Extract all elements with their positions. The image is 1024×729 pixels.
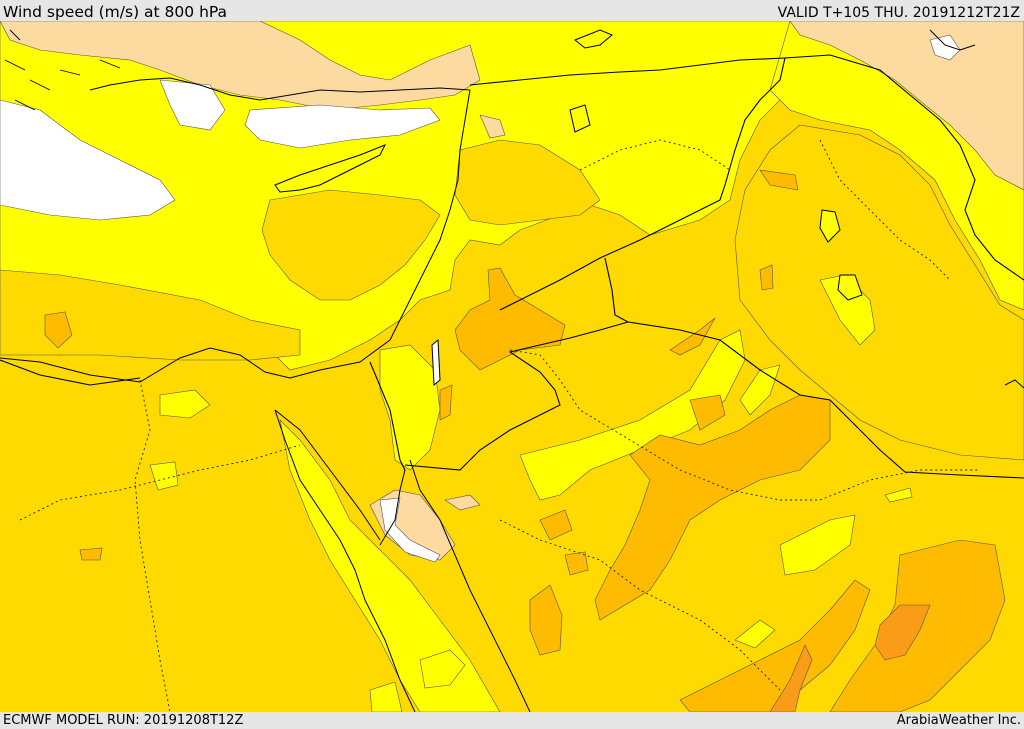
yellow-patch-east-2 — [779, 514, 856, 576]
yellow-patch-south — [419, 649, 466, 689]
internal-border-5 — [134, 379, 171, 712]
white-patch-caspian — [929, 34, 961, 61]
model-run-label: ECMWF MODEL RUN: 20191208T12Z — [3, 713, 244, 728]
persian-gulf-coast — [1004, 379, 1024, 389]
yellow-band-jordan — [379, 344, 441, 471]
coast-red-sea-east — [409, 459, 531, 712]
yellow-band-arabia — [519, 329, 746, 501]
coast-gulf-suez — [274, 409, 381, 541]
orange-region-southeast — [874, 604, 931, 661]
yellow-patch-east-4 — [884, 487, 913, 503]
white-region-west — [0, 99, 176, 221]
lake-3 — [569, 104, 591, 133]
lake-4 — [574, 29, 613, 49]
internal-border-4 — [499, 519, 781, 691]
yellow-patch-south-2 — [369, 681, 403, 712]
amber-patch-2 — [539, 509, 573, 541]
coast-red-sea-west — [274, 409, 416, 712]
valid-time: VALID T+105 THU. 20191212T21Z — [777, 5, 1020, 21]
white-region-anatolia — [244, 104, 441, 149]
internal-border-6 — [579, 139, 731, 171]
white-patch-sinai — [379, 497, 441, 563]
border-jordan-saudi — [404, 257, 630, 471]
lake-1 — [819, 209, 841, 243]
wind-speed-map[interactable] — [0, 21, 1024, 712]
amber-patch-7 — [759, 264, 774, 291]
yellow-band-redsea — [279, 419, 501, 712]
gold-region-anatolia — [261, 189, 441, 301]
border-turkey-syria — [469, 57, 786, 86]
gold-region-iraq — [734, 124, 1024, 461]
wind-map-svg — [0, 21, 1024, 712]
credit-label: ArabiaWeather Inc. — [896, 713, 1021, 728]
amber-region-jordan — [454, 267, 566, 371]
yellow-patch-egypt-south — [149, 461, 179, 491]
amber-patch-1 — [44, 311, 73, 349]
gold-region-levant — [454, 139, 601, 226]
tan-patch-2 — [479, 114, 506, 139]
border-egypt-libya — [0, 359, 141, 386]
tan-region-caucasus — [789, 21, 1024, 191]
tan-region-aegean — [0, 21, 481, 111]
lake-2 — [837, 274, 863, 301]
coast-gulf-aqaba — [379, 469, 406, 546]
gold-region-egypt-north — [0, 269, 301, 361]
internal-border-3 — [819, 139, 951, 281]
amber-patch-3 — [529, 584, 563, 656]
internal-border-2 — [19, 444, 301, 521]
border-iraq-iran — [784, 54, 1024, 281]
border-israel-egypt — [369, 361, 406, 471]
coast-mediterranean-south — [0, 89, 471, 383]
yellow-patch-egypt — [159, 389, 211, 419]
dead-sea — [431, 338, 441, 387]
border-iraq-saudi — [627, 321, 1024, 479]
orange-region-south — [769, 644, 813, 712]
amber-patch-4 — [689, 394, 726, 431]
coast-anatolia — [89, 77, 471, 101]
map-title: Wind speed (m/s) at 800 hPa — [3, 3, 228, 21]
caspian-coast — [929, 29, 976, 51]
aegean-islands — [4, 29, 121, 111]
footer-bar — [0, 712, 1024, 729]
amber-patch-9 — [439, 384, 453, 421]
border-syria-iraq — [499, 57, 786, 311]
tan-patch-1 — [444, 494, 481, 511]
amber-patch-5 — [759, 169, 799, 191]
amber-region-arabia-central — [594, 394, 831, 621]
amber-region-south — [679, 579, 871, 712]
white-patch-aegean — [159, 79, 226, 131]
cyprus — [274, 144, 387, 193]
yellow-patch-east-3 — [734, 619, 776, 649]
amber-patch-8 — [79, 547, 103, 561]
title-bar — [0, 0, 1024, 21]
